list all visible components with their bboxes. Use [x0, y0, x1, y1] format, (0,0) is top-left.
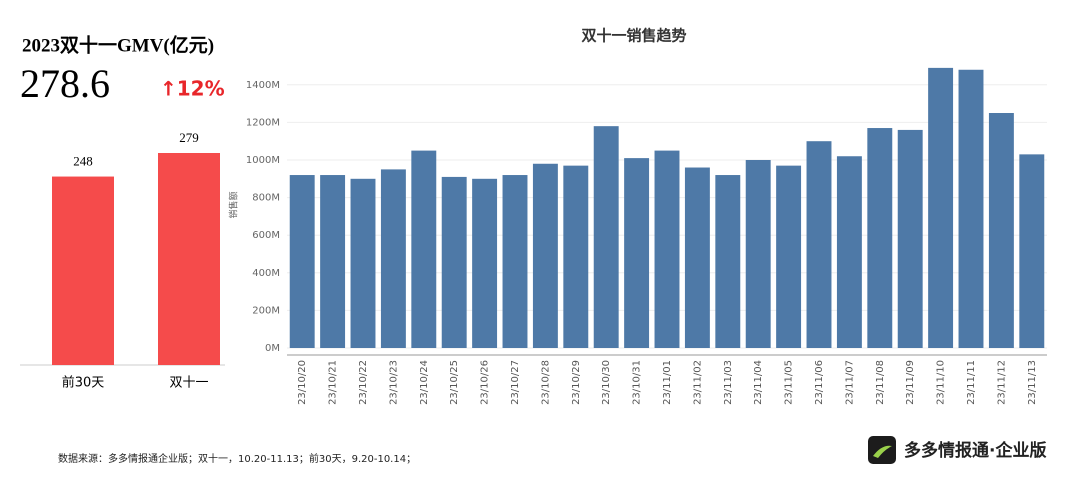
bar — [411, 150, 437, 348]
x-tick-label: 23/10/21 — [328, 360, 339, 405]
brand-logo-mark — [873, 445, 892, 458]
bar — [806, 141, 832, 348]
bar — [867, 128, 893, 348]
bar — [502, 175, 528, 348]
x-tick-label: 23/10/26 — [480, 360, 491, 405]
kpi-value: 278.6 — [20, 61, 110, 106]
y-tick-label: 0M — [265, 343, 280, 354]
bar — [289, 175, 315, 348]
bar — [441, 176, 467, 348]
x-tick-label: 23/10/31 — [632, 360, 643, 405]
chart-title: 双十一销售趋势 — [581, 26, 686, 44]
bar — [897, 129, 923, 348]
x-tick-label: 23/10/20 — [297, 360, 308, 405]
bar — [958, 69, 984, 348]
bar — [158, 153, 220, 365]
x-tick-label: 23/10/24 — [419, 360, 430, 405]
bar — [52, 176, 114, 365]
y-tick-label: 600M — [252, 230, 280, 241]
x-tick-label: 23/11/06 — [814, 360, 825, 405]
bar — [988, 113, 1014, 348]
bar — [836, 156, 862, 348]
bar — [1019, 154, 1045, 348]
bar — [684, 167, 710, 348]
x-tick-label: 23/11/05 — [784, 360, 795, 405]
x-tick-label: 23/11/04 — [753, 360, 764, 405]
value-label: 248 — [73, 154, 93, 169]
x-tick-label: 23/10/28 — [540, 360, 551, 405]
y-tick-label: 400M — [252, 268, 280, 279]
source-note: 数据来源：多多情报通企业版；双十一，10.20-11.13；前30天，9.20-… — [58, 452, 416, 465]
x-tick-label: 23/11/08 — [875, 360, 886, 405]
bar — [380, 169, 406, 348]
bar — [350, 178, 376, 348]
bar — [563, 165, 589, 348]
x-tick-label: 23/11/11 — [966, 360, 977, 405]
y-tick-label: 1000M — [246, 155, 280, 166]
x-tick-label: 23/10/23 — [388, 360, 399, 405]
x-tick-label: 23/11/10 — [936, 360, 947, 405]
x-tick-label: 23/11/02 — [692, 360, 703, 405]
kpi-change: ↑12% — [160, 77, 225, 101]
bar — [715, 175, 741, 348]
bar — [472, 178, 498, 348]
bar — [776, 165, 802, 348]
bar — [654, 150, 680, 348]
x-tick-label: 23/10/27 — [510, 360, 521, 405]
x-tick-label: 23/11/12 — [996, 360, 1007, 405]
bar — [928, 67, 954, 348]
x-tick-label: 23/11/07 — [844, 360, 855, 405]
y-tick-label: 1200M — [246, 117, 280, 128]
value-label: 279 — [179, 130, 199, 145]
x-tick-label: 23/10/30 — [601, 360, 612, 405]
bar — [593, 126, 619, 348]
bar — [320, 175, 346, 348]
x-tick-label: 前30天 — [62, 375, 105, 391]
x-tick-label: 23/11/03 — [723, 360, 734, 405]
bar — [532, 163, 558, 348]
x-tick-label: 23/10/22 — [358, 360, 369, 405]
x-tick-label: 23/11/13 — [1027, 360, 1038, 405]
x-tick-label: 23/10/29 — [571, 360, 582, 405]
y-tick-label: 1400M — [246, 80, 280, 91]
kpi-title: 2023双十一GMV(亿元) — [22, 33, 214, 56]
x-tick-label: 23/11/09 — [905, 360, 916, 405]
bar — [624, 158, 650, 348]
x-tick-label: 双十一 — [169, 376, 208, 391]
x-tick-label: 23/10/25 — [449, 360, 460, 405]
y-tick-label: 800M — [252, 193, 280, 204]
y-tick-label: 200M — [252, 305, 280, 316]
bar — [745, 160, 771, 348]
x-tick-label: 23/11/01 — [662, 360, 673, 405]
brand-name: 多多情报通·企业版 — [904, 440, 1046, 461]
y-axis-label: 销售额 — [228, 191, 240, 218]
